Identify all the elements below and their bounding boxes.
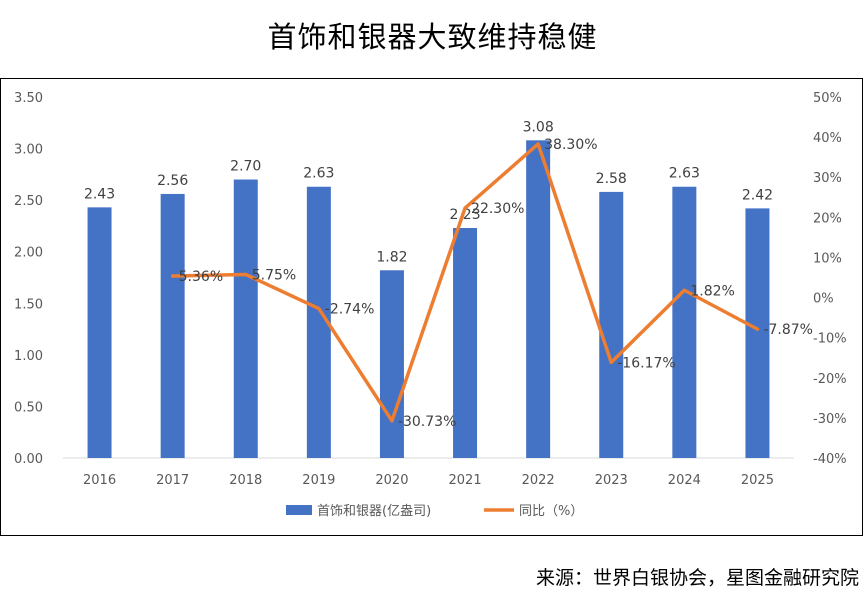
y-right-tick-label: 0% (813, 292, 834, 307)
yoy-point (463, 206, 467, 210)
bar (233, 179, 258, 458)
yoy-data-label: -30.73% (398, 414, 456, 430)
bar (379, 270, 404, 458)
bar-data-label: 2.63 (669, 166, 700, 182)
yoy-data-label: 5.75% (252, 267, 296, 283)
legend-bar-swatch (286, 505, 312, 515)
yoy-data-label: 22.30% (471, 201, 524, 217)
bar (87, 207, 112, 458)
y-right-tick-label: 40% (813, 131, 842, 146)
bar-data-label: 3.08 (523, 119, 554, 135)
chart-svg: 0.00 0.50 1.00 1.50 2.00 2.50 3.00 3.50 -40% -30%… (14, 91, 847, 519)
bar (160, 193, 185, 458)
yoy-point (390, 419, 394, 423)
x-tick-label: 2021 (449, 473, 482, 488)
legend-bar-label: 首饰和银器(亿盎司) (317, 504, 431, 519)
source-note: 来源：世界白银协会，星图金融研究院 (535, 567, 859, 589)
legend-line-label: 同比（%） (519, 504, 583, 519)
bar-data-label: 2.70 (230, 159, 261, 175)
bar (526, 140, 551, 458)
y-left-tick-label: 3.50 (14, 91, 43, 106)
yoy-point (171, 274, 175, 278)
x-tick-label: 2018 (229, 473, 262, 488)
y-left-tick-label: 3.00 (14, 143, 43, 158)
y-left-tick-label: 2.00 (14, 246, 43, 261)
yoy-point (317, 307, 321, 311)
bar (453, 227, 478, 458)
y-left-tick-label: 0.00 (14, 452, 43, 467)
y-left-tick-label: 2.50 (14, 194, 43, 209)
yoy-data-label: 5.36% (179, 269, 223, 285)
bar-data-label: 2.42 (742, 187, 773, 203)
y-right-tick-label: -40% (813, 452, 847, 467)
bar-data-label: 2.43 (84, 186, 115, 202)
chart-frame: 0.00 0.50 1.00 1.50 2.00 2.50 3.00 3.50 -40% -30%… (0, 78, 863, 536)
x-tick-label: 2025 (741, 473, 774, 488)
y-right-tick-label: -20% (813, 372, 847, 387)
x-tick-label: 2020 (375, 473, 408, 488)
x-tick-label: 2019 (302, 473, 335, 488)
chart-title: 首饰和银器大致维持稳健 (267, 20, 598, 54)
bar-data-label: 2.63 (303, 166, 334, 182)
x-tick-label: 2016 (83, 473, 116, 488)
x-tick-label: 2023 (595, 473, 628, 488)
yoy-point (536, 142, 540, 146)
x-tick-label: 2024 (668, 473, 701, 488)
yoy-point (244, 272, 248, 276)
yoy-point (609, 360, 613, 364)
y-right-tick-label: 10% (813, 251, 842, 266)
yoy-point (682, 288, 686, 292)
y-left-tick-label: 1.00 (14, 349, 43, 364)
y-left-tick-label: 0.50 (14, 400, 43, 415)
yoy-data-label: -16.17% (617, 355, 675, 371)
yoy-point (755, 327, 759, 331)
y-left-tick-label: 1.50 (14, 297, 43, 312)
bar (599, 191, 624, 458)
y-right-tick-label: 20% (813, 211, 842, 226)
yoy-data-label: -2.74% (325, 302, 375, 318)
y-right-tick-label: -30% (813, 412, 847, 427)
y-right-tick-label: 50% (813, 91, 842, 106)
x-tick-label: 2017 (156, 473, 189, 488)
bar-data-label: 2.23 (449, 207, 480, 223)
bar (672, 186, 697, 458)
bar-data-label: 1.82 (376, 249, 407, 265)
yoy-data-label: 1.82% (690, 283, 734, 299)
x-tick-label: 2022 (522, 473, 555, 488)
yoy-data-label: -7.87% (763, 322, 813, 338)
y-right-tick-label: 30% (813, 171, 842, 186)
bar (745, 208, 770, 458)
yoy-data-label: 38.30% (544, 137, 597, 153)
bar-data-label: 2.58 (596, 171, 627, 187)
y-right-tick-label: -10% (813, 332, 847, 347)
bar-data-label: 2.56 (157, 173, 188, 189)
